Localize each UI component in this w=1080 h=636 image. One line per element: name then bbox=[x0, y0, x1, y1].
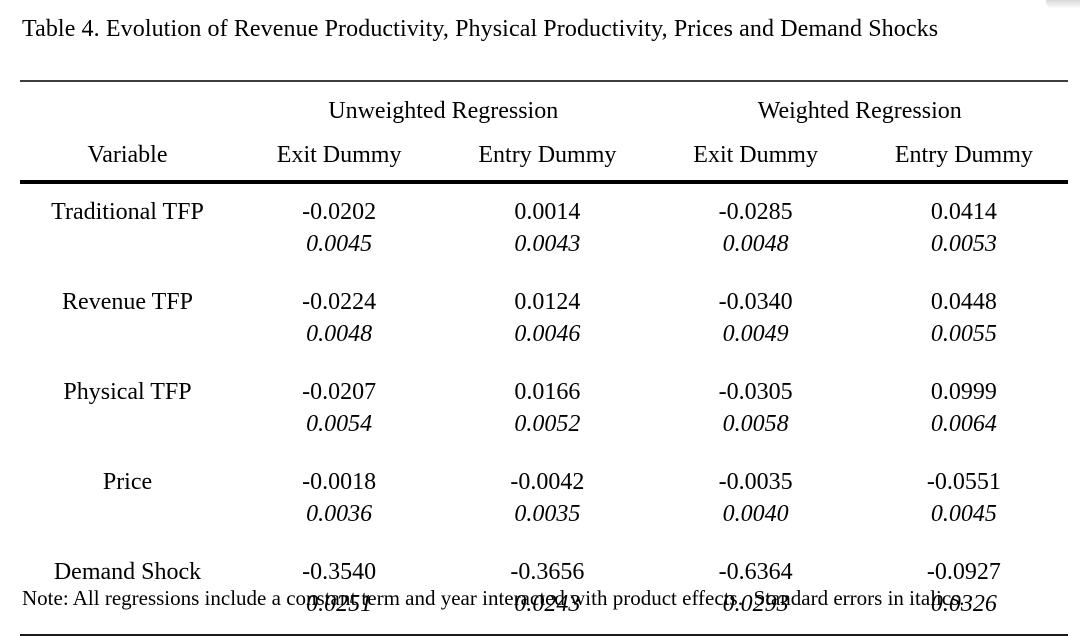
variable-label: Demand Shock bbox=[53, 559, 202, 585]
se-cell: 0.0055 bbox=[930, 321, 997, 347]
table-row-demand-shock-coef: Demand Shock -0.3540 -0.3656 -0.6364 -0.… bbox=[20, 544, 1068, 586]
variable-label: Physical TFP bbox=[63, 379, 192, 405]
group-header-spacer bbox=[20, 81, 235, 134]
regression-results-table: Unweighted Regression Weighted Regressio… bbox=[20, 80, 1068, 636]
coef-cell: -0.6364 bbox=[718, 559, 793, 585]
coef-cell: 0.0166 bbox=[514, 379, 581, 405]
coef-cell: -0.0035 bbox=[718, 469, 793, 495]
coef-cell: 0.0448 bbox=[930, 289, 997, 315]
se-cell: 0.0052 bbox=[514, 411, 581, 437]
coef-cell: -0.0551 bbox=[926, 469, 1001, 495]
table-row-traditional-tfp-se: 0.0045 0.0043 0.0048 0.0053 bbox=[20, 226, 1068, 274]
group-header-unweighted: Unweighted Regression bbox=[328, 97, 559, 124]
column-header-row: Variable Exit Dummy Entry Dummy Exit Dum… bbox=[20, 134, 1068, 182]
coef-cell: -0.0224 bbox=[302, 289, 377, 315]
coef-cell: -0.0285 bbox=[718, 199, 793, 225]
se-cell: 0.0053 bbox=[930, 231, 997, 257]
column-header-variable: Variable bbox=[87, 141, 168, 168]
scrollbar-artifact bbox=[1046, 0, 1080, 9]
se-cell: 0.0036 bbox=[306, 501, 373, 527]
se-cell: 0.0054 bbox=[306, 411, 373, 437]
se-cell: 0.0048 bbox=[306, 321, 373, 347]
table-row-revenue-tfp-coef: Revenue TFP -0.0224 0.0124 -0.0340 0.044… bbox=[20, 274, 1068, 316]
table-row-price-coef: Price -0.0018 -0.0042 -0.0035 -0.0551 bbox=[20, 454, 1068, 496]
variable-label-spacer bbox=[20, 226, 235, 274]
coef-cell: -0.0042 bbox=[510, 469, 585, 495]
coef-cell: -0.0202 bbox=[302, 199, 377, 225]
coef-cell: -0.3656 bbox=[510, 559, 585, 585]
table-row-physical-tfp-se: 0.0054 0.0052 0.0058 0.0064 bbox=[20, 406, 1068, 454]
se-cell: 0.0040 bbox=[722, 501, 789, 527]
se-cell: 0.0046 bbox=[514, 321, 581, 347]
coef-cell: 0.0014 bbox=[514, 199, 581, 225]
column-header-exit-dummy-weighted: Exit Dummy bbox=[693, 141, 818, 168]
column-header-entry-dummy-unweighted: Entry Dummy bbox=[478, 141, 617, 168]
table-row-demand-shock-se: 0.0251 0.0243 0.0293 0.0326 bbox=[20, 586, 1068, 635]
coef-cell: -0.0305 bbox=[718, 379, 793, 405]
coef-cell: 0.0414 bbox=[930, 199, 997, 225]
se-cell: 0.0045 bbox=[306, 231, 373, 257]
table-body: Traditional TFP -0.0202 0.0014 -0.0285 0… bbox=[20, 182, 1068, 635]
group-header-row: Unweighted Regression Weighted Regressio… bbox=[20, 81, 1068, 134]
coef-cell: -0.0340 bbox=[718, 289, 793, 315]
column-header-exit-dummy-unweighted: Exit Dummy bbox=[276, 141, 402, 168]
coef-cell: -0.0207 bbox=[302, 379, 377, 405]
table-row-traditional-tfp-coef: Traditional TFP -0.0202 0.0014 -0.0285 0… bbox=[20, 182, 1068, 226]
se-cell: 0.0048 bbox=[722, 231, 789, 257]
se-cell: 0.0064 bbox=[930, 411, 997, 437]
column-header-entry-dummy-weighted: Entry Dummy bbox=[894, 141, 1033, 168]
se-cell: 0.0326 bbox=[930, 591, 997, 617]
se-cell: 0.0293 bbox=[722, 591, 789, 617]
table-header: Unweighted Regression Weighted Regressio… bbox=[20, 81, 1068, 182]
table-row-revenue-tfp-se: 0.0048 0.0046 0.0049 0.0055 bbox=[20, 316, 1068, 364]
variable-label: Traditional TFP bbox=[51, 199, 204, 225]
se-cell: 0.0058 bbox=[722, 411, 789, 437]
table-row-physical-tfp-coef: Physical TFP -0.0207 0.0166 -0.0305 0.09… bbox=[20, 364, 1068, 406]
table-note: Note: All regressions include a constant… bbox=[22, 586, 965, 610]
se-cell: 0.0045 bbox=[930, 501, 997, 527]
coef-cell: 0.0124 bbox=[514, 289, 581, 315]
se-cell: 0.0035 bbox=[514, 501, 581, 527]
variable-label-spacer bbox=[20, 316, 235, 364]
table-row-price-se: 0.0036 0.0035 0.0040 0.0045 bbox=[20, 496, 1068, 544]
coef-cell: -0.0018 bbox=[302, 469, 377, 495]
se-cell: 0.0043 bbox=[514, 231, 581, 257]
group-header-weighted: Weighted Regression bbox=[757, 97, 962, 124]
se-cell: 0.0251 bbox=[306, 591, 373, 617]
coef-cell: 0.0999 bbox=[930, 379, 997, 405]
coef-cell: -0.0927 bbox=[926, 559, 1001, 585]
se-cell: 0.0049 bbox=[722, 321, 789, 347]
variable-label: Revenue TFP bbox=[62, 289, 193, 315]
variable-label: Price bbox=[102, 469, 153, 495]
se-cell: 0.0243 bbox=[514, 591, 581, 617]
coef-cell: -0.3540 bbox=[302, 559, 377, 585]
variable-label-spacer bbox=[20, 406, 235, 454]
table-title: Table 4. Evolution of Revenue Productivi… bbox=[22, 16, 939, 42]
variable-label-spacer bbox=[20, 496, 235, 544]
